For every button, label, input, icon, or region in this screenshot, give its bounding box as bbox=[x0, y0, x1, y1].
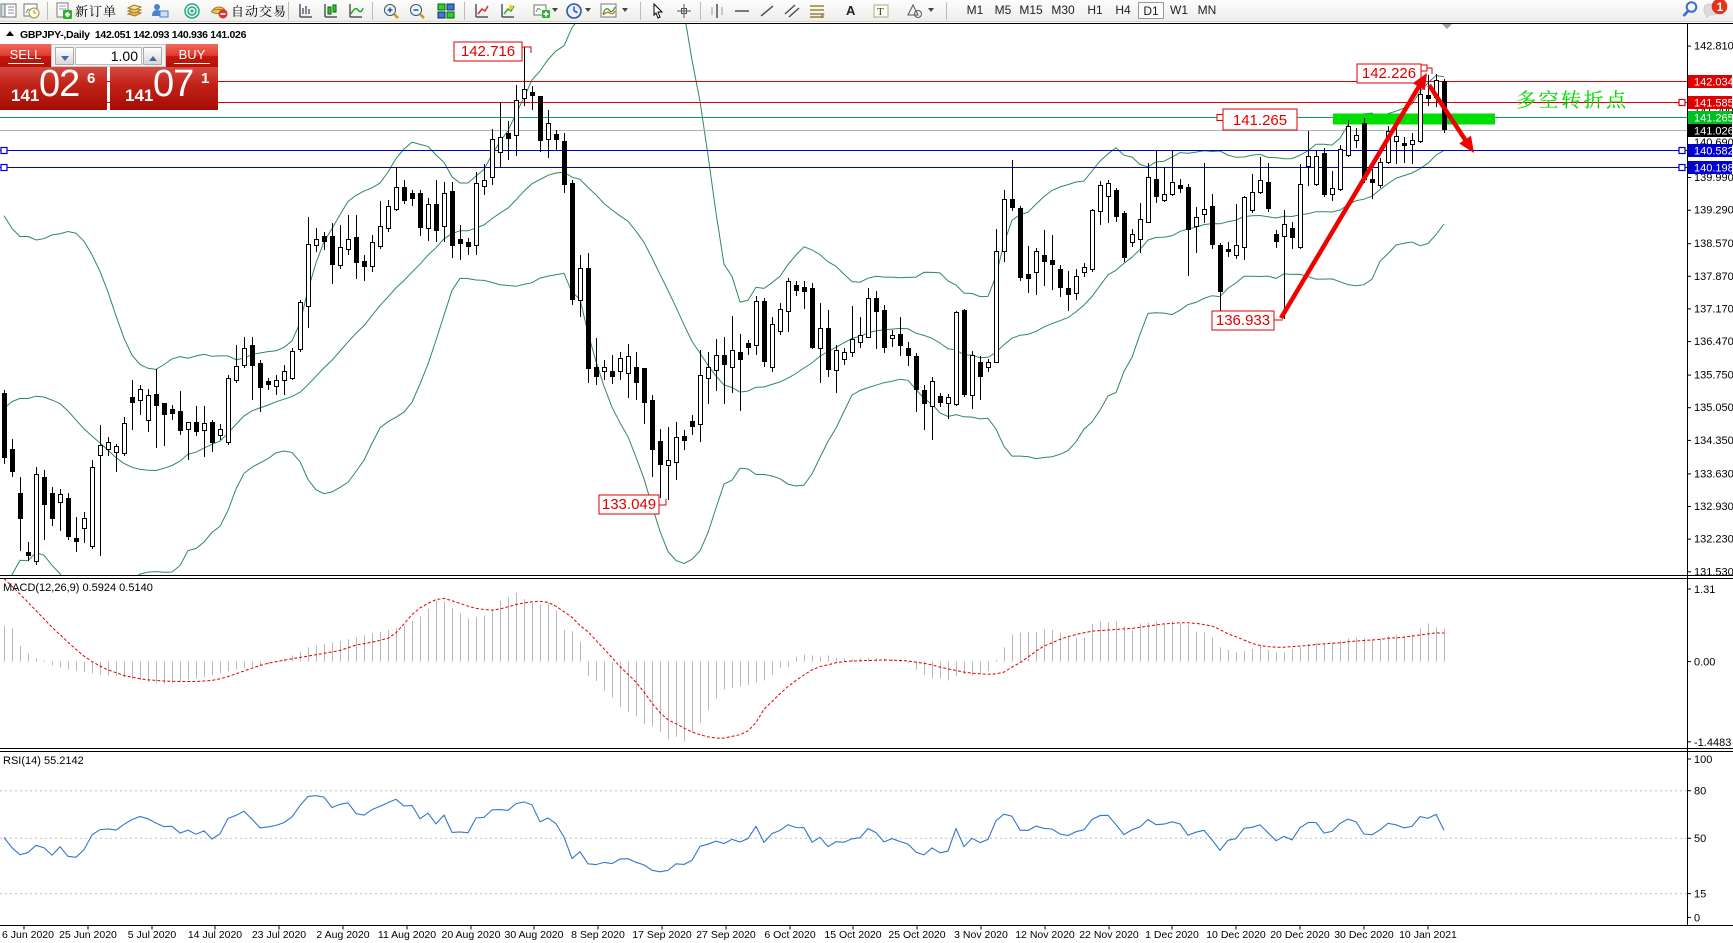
svg-text:20 Dec 2020: 20 Dec 2020 bbox=[1270, 929, 1330, 941]
svg-text:25 Jun 2020: 25 Jun 2020 bbox=[59, 929, 117, 941]
svg-text:135.050: 135.050 bbox=[1694, 402, 1733, 414]
svg-text:30 Dec 2020: 30 Dec 2020 bbox=[1334, 929, 1394, 941]
svg-text:137.170: 137.170 bbox=[1694, 303, 1733, 315]
svg-text:MACD(12,26,9) 0.5924 0.5140: MACD(12,26,9) 0.5924 0.5140 bbox=[3, 582, 153, 594]
svg-text:141.265: 141.265 bbox=[1233, 112, 1287, 129]
svg-text:141.585: 141.585 bbox=[1694, 98, 1733, 110]
svg-text:10 Dec 2020: 10 Dec 2020 bbox=[1206, 929, 1266, 941]
svg-text:15 Oct 2020: 15 Oct 2020 bbox=[824, 929, 881, 941]
svg-text:132.930: 132.930 bbox=[1694, 501, 1733, 513]
svg-text:140.582: 140.582 bbox=[1694, 146, 1733, 158]
svg-text:12 Nov 2020: 12 Nov 2020 bbox=[1015, 929, 1075, 941]
svg-text:0.00: 0.00 bbox=[1694, 657, 1715, 669]
svg-text:134.350: 134.350 bbox=[1694, 435, 1733, 447]
svg-text:30 Aug 2020: 30 Aug 2020 bbox=[505, 929, 564, 941]
svg-text:6 Oct 2020: 6 Oct 2020 bbox=[764, 929, 816, 941]
svg-text:17 Sep 2020: 17 Sep 2020 bbox=[632, 929, 692, 941]
svg-text:100: 100 bbox=[1694, 754, 1712, 766]
svg-text:141.265: 141.265 bbox=[1694, 113, 1733, 125]
svg-text:80: 80 bbox=[1694, 786, 1706, 798]
svg-text:137.870: 137.870 bbox=[1694, 271, 1733, 283]
svg-text:139.990: 139.990 bbox=[1694, 172, 1733, 184]
svg-text:14 Jul 2020: 14 Jul 2020 bbox=[188, 929, 242, 941]
svg-text:1 Dec 2020: 1 Dec 2020 bbox=[1145, 929, 1199, 941]
svg-text:1.31: 1.31 bbox=[1694, 584, 1715, 596]
svg-text:140.198: 140.198 bbox=[1694, 163, 1733, 175]
svg-text:50: 50 bbox=[1694, 833, 1706, 845]
svg-text:6 Jun 2020: 6 Jun 2020 bbox=[2, 929, 54, 941]
svg-text:GBPJPY-,Daily 142.051 142.093: GBPJPY-,Daily 142.051 142.093 140.936 14… bbox=[20, 29, 247, 41]
svg-text:142.810: 142.810 bbox=[1694, 41, 1733, 53]
svg-text:23 Jul 2020: 23 Jul 2020 bbox=[252, 929, 306, 941]
svg-text:142.226: 142.226 bbox=[1362, 65, 1416, 82]
svg-text:141.026: 141.026 bbox=[1694, 126, 1733, 138]
svg-text:136.933: 136.933 bbox=[1216, 312, 1270, 329]
svg-text:3 Nov 2020: 3 Nov 2020 bbox=[954, 929, 1008, 941]
svg-text:5 Jul 2020: 5 Jul 2020 bbox=[128, 929, 177, 941]
svg-text:25 Oct 2020: 25 Oct 2020 bbox=[888, 929, 945, 941]
svg-text:138.570: 138.570 bbox=[1694, 238, 1733, 250]
svg-text:142.034: 142.034 bbox=[1694, 77, 1733, 89]
svg-text:F: F bbox=[821, 14, 825, 20]
svg-text:133.630: 133.630 bbox=[1694, 468, 1733, 480]
svg-text:RSI(14) 55.2142: RSI(14) 55.2142 bbox=[3, 755, 84, 767]
svg-text:1: 1 bbox=[1717, 2, 1724, 14]
svg-text:T: T bbox=[877, 6, 884, 18]
svg-text:-1.4483: -1.4483 bbox=[1694, 737, 1731, 749]
svg-text:136.470: 136.470 bbox=[1694, 336, 1733, 348]
svg-text:133.049: 133.049 bbox=[602, 496, 656, 513]
svg-text:27 Sep 2020: 27 Sep 2020 bbox=[696, 929, 756, 941]
svg-text:8 Sep 2020: 8 Sep 2020 bbox=[571, 929, 625, 941]
svg-text:11 Aug 2020: 11 Aug 2020 bbox=[378, 929, 436, 941]
svg-text:20 Aug 2020: 20 Aug 2020 bbox=[442, 929, 501, 941]
svg-text:132.230: 132.230 bbox=[1694, 534, 1733, 546]
svg-text:15: 15 bbox=[1694, 889, 1706, 901]
svg-text:10 Jan 2021: 10 Jan 2021 bbox=[1399, 929, 1457, 941]
svg-text:139.290: 139.290 bbox=[1694, 205, 1733, 217]
svg-text:2 Aug 2020: 2 Aug 2020 bbox=[316, 929, 369, 941]
svg-text:135.750: 135.750 bbox=[1694, 370, 1733, 382]
svg-text:142.716: 142.716 bbox=[461, 43, 515, 60]
svg-text:0: 0 bbox=[1694, 912, 1700, 924]
svg-text:22 Nov 2020: 22 Nov 2020 bbox=[1079, 929, 1139, 941]
svg-text:131.530: 131.530 bbox=[1694, 566, 1733, 578]
